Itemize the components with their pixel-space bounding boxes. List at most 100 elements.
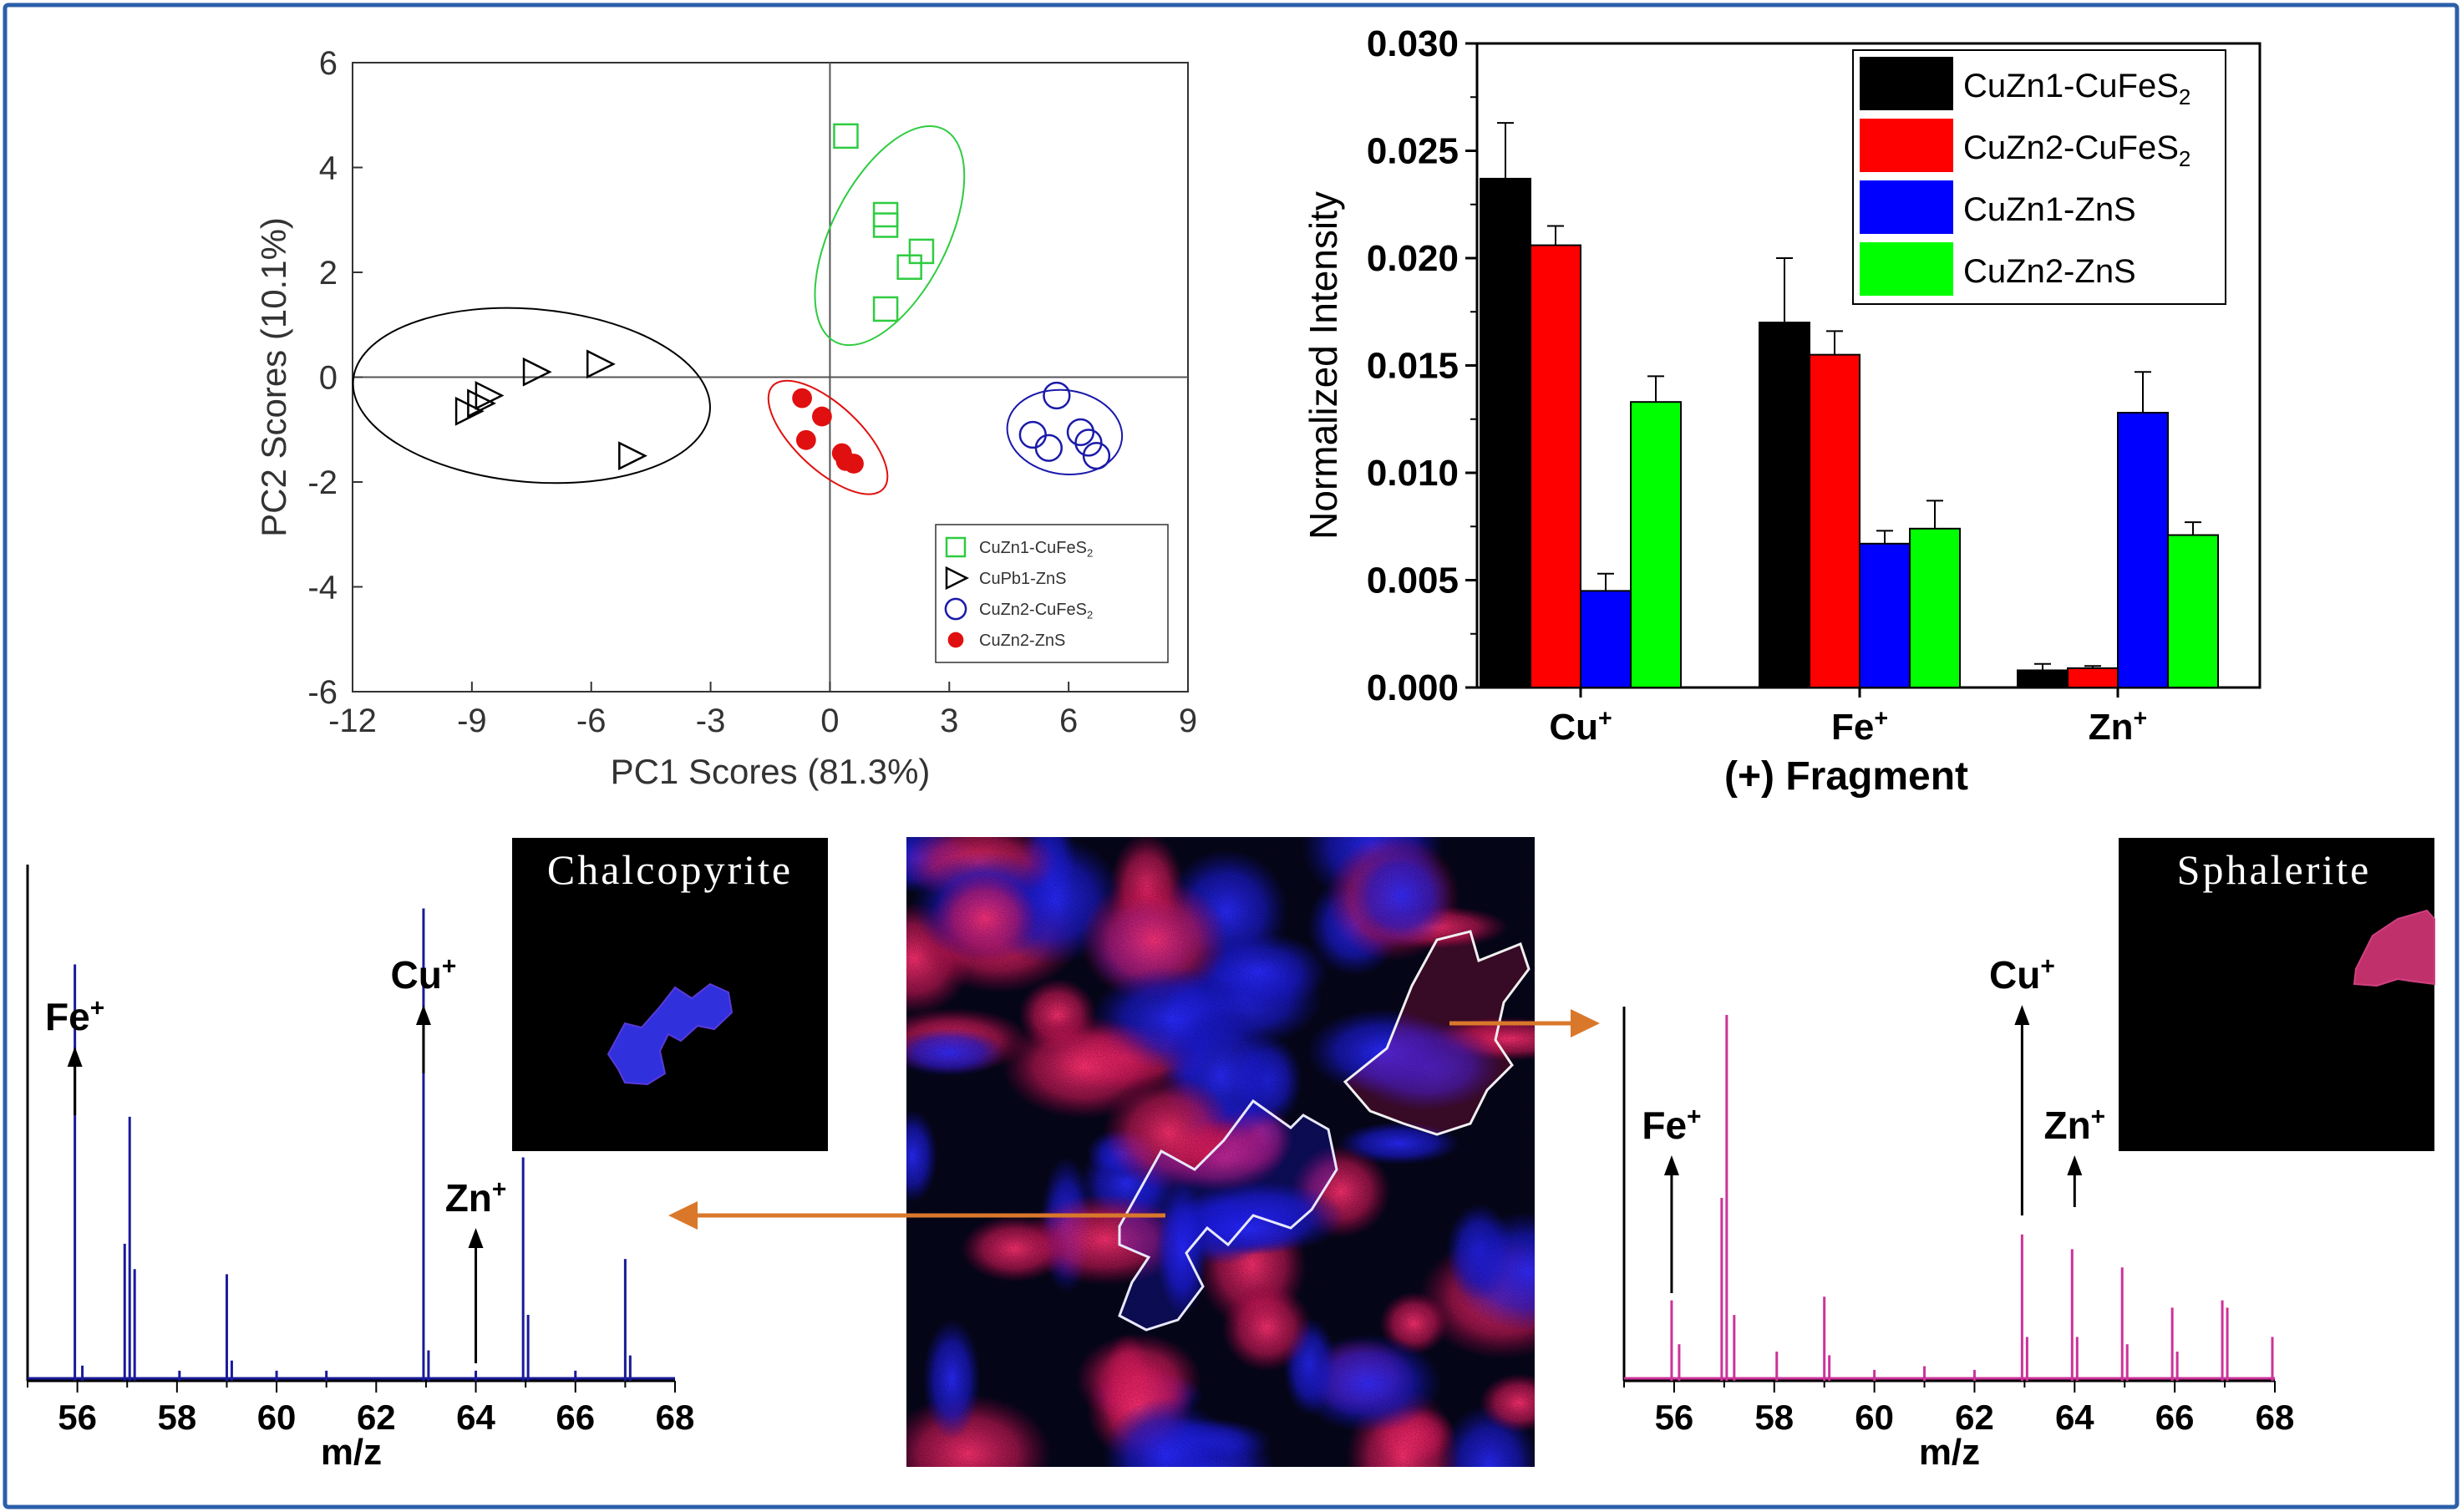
pca-legend-label: CuPb1-ZnS <box>979 570 1067 588</box>
spectrum-x-tick-label: 56 <box>1655 1398 1694 1437</box>
inset-title-sphalerite: Sphalerite <box>2177 846 2372 893</box>
pca-y-tick-label: 6 <box>319 45 338 82</box>
pca-point <box>1066 418 1095 447</box>
pca-ellipse <box>1006 388 1124 476</box>
spectrum-chalcopyrite: 56 58 60 62 64 66 68 m/z Fe+ Cu+ Zn+ <box>26 865 695 1473</box>
bar-category-label: Cu+ <box>1549 705 1612 748</box>
spectrum-x-axis-label: m/z <box>1919 1432 1980 1473</box>
bar-y-tick-label: 0.020 <box>1367 238 1459 279</box>
annotation-arrowhead <box>1663 1155 1679 1175</box>
pca-ellipse <box>352 307 711 485</box>
pca-y-tick-label: -4 <box>307 570 338 606</box>
bar-legend-label: CuZn1-CuFeS2 <box>1963 68 2190 109</box>
bar-legend-label: CuZn2-CuFeS2 <box>1963 129 2190 171</box>
pca-y-tick-label: 0 <box>319 360 338 397</box>
bar-y-tick-label: 0.015 <box>1367 346 1459 387</box>
pca-x-tick-label: 9 <box>1179 703 1197 739</box>
pca-y-tick-label: 4 <box>319 150 338 187</box>
annotation-arrowhead <box>2067 1155 2083 1175</box>
pca-x-tick-label: -9 <box>457 703 487 739</box>
bar-y-tick-label: 0.000 <box>1367 667 1459 708</box>
bar <box>2167 534 2219 689</box>
bar-legend-swatch <box>1860 57 1953 110</box>
bar-y-tick-label: 0.005 <box>1367 561 1459 601</box>
bar-y-tick-label: 0.030 <box>1367 23 1459 64</box>
pca-y-tick-label: -6 <box>307 674 338 711</box>
pca-y-tick-label: -2 <box>307 464 338 501</box>
inset-chalcopyrite: Chalcopyrite <box>512 838 828 1151</box>
spectrum-x-tick-label: 66 <box>2155 1398 2195 1437</box>
pca-legend-label: CuZn1-CuFeS2 <box>979 539 1093 560</box>
pca-legend <box>935 524 1169 663</box>
bar-y-tick-label: 0.010 <box>1367 453 1459 494</box>
pca-y-axis-label: PC2 Scores (10.1%) <box>254 217 293 537</box>
annotation-label: Fe+ <box>1642 1104 1701 1147</box>
pca-point <box>1074 429 1103 457</box>
pca-point <box>945 566 969 591</box>
annotation-label: Cu+ <box>1989 953 2055 997</box>
bar <box>1530 244 1581 688</box>
spectrum-x-tick-label: 60 <box>1855 1398 1894 1437</box>
pca-legend-label: CuZn2-ZnS <box>979 632 1065 650</box>
spectrum-x-tick-label: 68 <box>656 1398 695 1437</box>
bar <box>1909 527 1961 688</box>
arrow-to-chalcopyrite <box>668 1201 1165 1230</box>
annotation-label: Cu+ <box>391 953 457 997</box>
pca-point <box>1082 441 1111 470</box>
pca-point <box>872 212 899 238</box>
pca-point <box>586 349 616 379</box>
bar-chart: 0.030 0.025 0.020 0.015 0.010 0.005 0.000 Cu+ Fe… <box>1302 23 2261 799</box>
pca-point <box>792 388 812 408</box>
bar-legend-swatch <box>1860 180 1953 234</box>
bar <box>2117 412 2169 688</box>
pca-point <box>1034 434 1063 462</box>
annotation-label: Fe+ <box>45 995 104 1038</box>
bar-legend-label: CuZn2-ZnS <box>1963 253 2136 290</box>
spectrum-x-tick-label: 62 <box>357 1398 396 1437</box>
spectrum-x-tick-label: 62 <box>1955 1398 1994 1437</box>
pca-point <box>795 429 816 450</box>
pca-point <box>835 451 856 471</box>
bar-y-axis-label: Normalized Intensity <box>1302 191 1345 540</box>
spectrum-x-tick-label: 68 <box>2256 1398 2295 1437</box>
pca-ellipse <box>814 124 966 347</box>
bar <box>1809 353 1860 688</box>
bar-x-axis-label: (+) Fragment <box>1724 754 1968 799</box>
annotation-arrowhead <box>67 1047 83 1067</box>
bar-legend-swatch <box>1860 119 1953 172</box>
spectrum-x-tick-label: 58 <box>157 1398 196 1437</box>
pca-ellipse <box>767 379 889 495</box>
pca-y-tick-label: 2 <box>319 255 338 292</box>
spectrum-x-tick-label: 66 <box>556 1398 595 1437</box>
annotation-arrowhead <box>2014 1005 2030 1025</box>
annotation-arrowhead <box>415 1005 431 1025</box>
pca-x-tick-label: 0 <box>820 703 839 739</box>
annotation-arrowhead <box>468 1228 484 1248</box>
pca-x-tick-label: 6 <box>1059 703 1078 739</box>
bar <box>2067 667 2119 688</box>
bar-y-tick-label: 0.025 <box>1367 131 1459 172</box>
spectrum-x-axis-label: m/z <box>321 1432 382 1473</box>
bar <box>2017 669 2069 689</box>
bar-category-label: Fe+ <box>1831 705 1888 748</box>
bar-legend-swatch <box>1860 242 1953 296</box>
bar <box>1759 322 1810 688</box>
pca-legend-label: CuZn2-CuFeS2 <box>979 601 1093 622</box>
bar <box>1630 401 1682 688</box>
arrow-to-sphalerite <box>1449 1009 1600 1038</box>
inset-sphalerite-region <box>2353 909 2435 987</box>
spectrum-x-tick-label: 56 <box>58 1398 97 1437</box>
bar <box>1480 177 1531 689</box>
region-outline-chalcopyrite <box>1118 1098 1338 1332</box>
pca-x-tick-label: -12 <box>328 703 377 739</box>
spectrum-x-tick-label: 64 <box>2055 1398 2094 1437</box>
pca-point <box>812 406 832 427</box>
pca-x-axis-label: PC1 Scores (81.3%) <box>611 752 931 791</box>
bar-category-label: Zn+ <box>2089 705 2147 748</box>
pca-x-tick-label: 3 <box>940 703 958 739</box>
spectrum-x-tick-label: 60 <box>257 1398 297 1437</box>
pca-point <box>522 357 552 387</box>
